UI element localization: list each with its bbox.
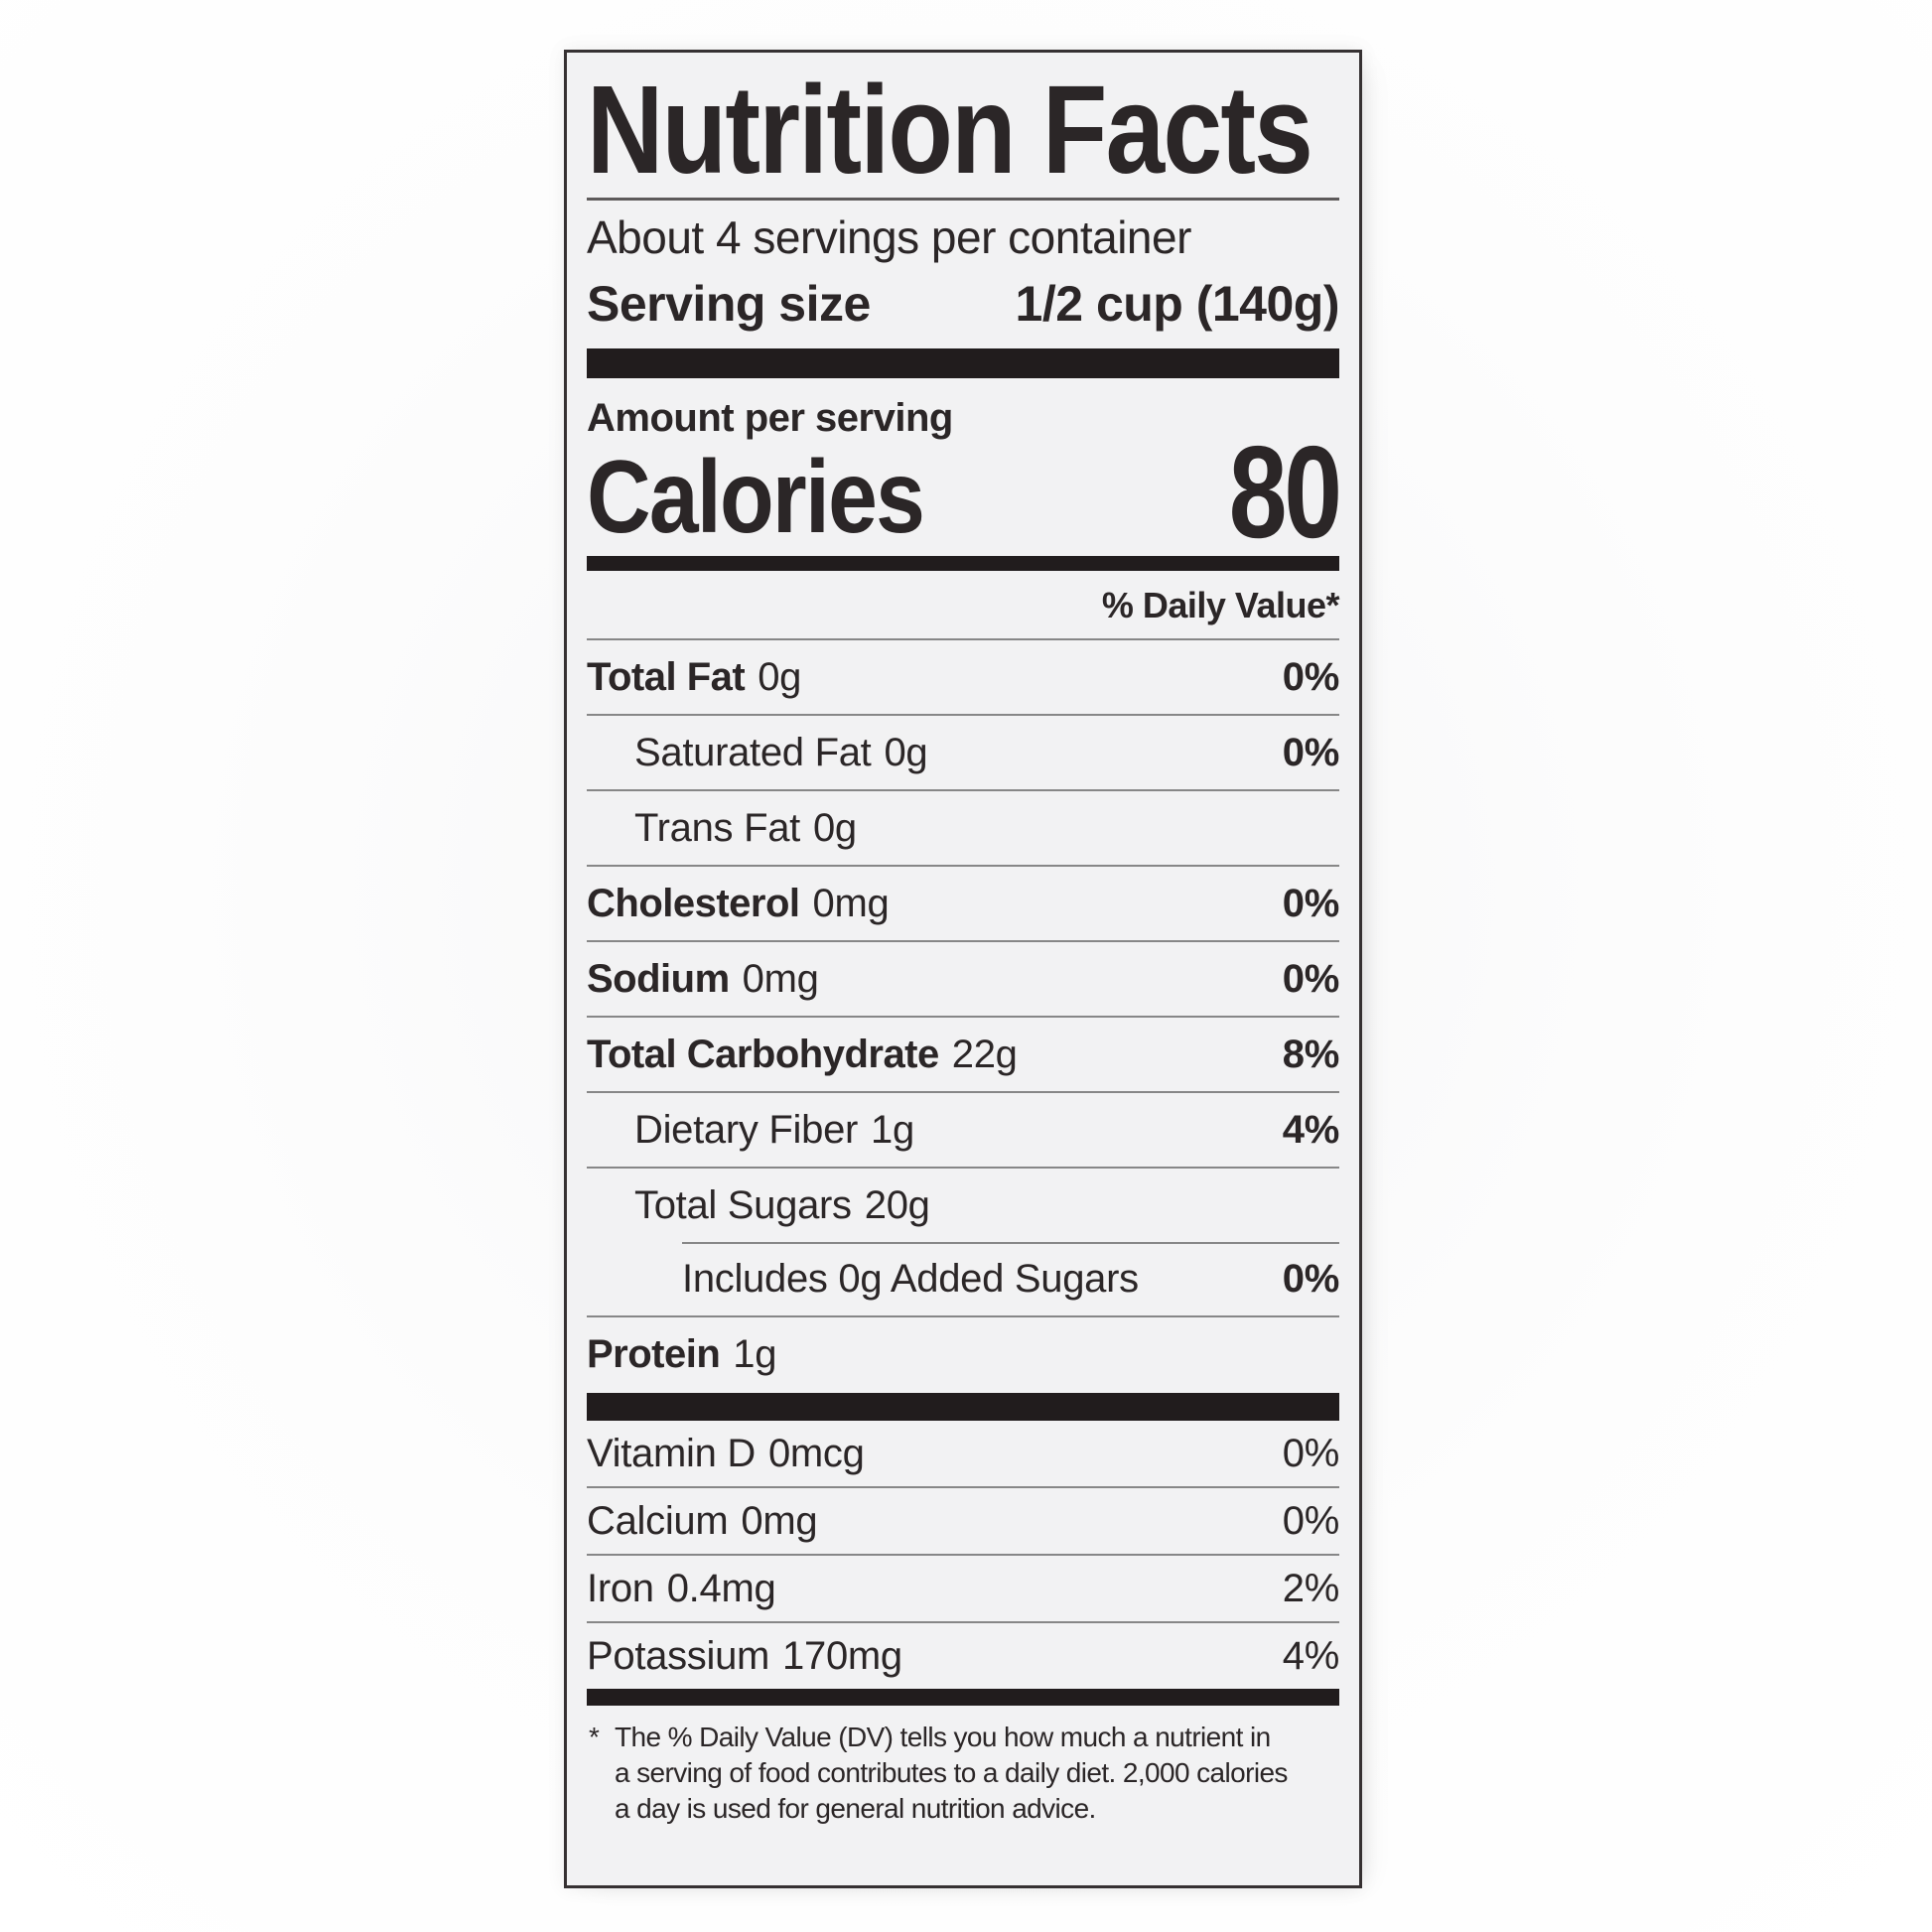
nutrient-amount: 0mg [742,957,819,1002]
nutrient-name-amount: Protein 1g [587,1331,777,1377]
micronutrient-row: Potassium 170mg 4% [587,1621,1339,1689]
daily-value-header: % Daily Value* [1101,585,1340,626]
micronutrient-amount: 0mg [741,1499,818,1544]
serving-size-value: 1/2 cup (140g) [1015,276,1340,333]
nutrient-row: Cholesterol 0mg 0% [587,865,1339,940]
servings-per-container: About 4 servings per container [587,211,1191,263]
nutrient-amount: 1g [871,1108,914,1153]
nutrient-daily-value: 0% [1282,731,1340,775]
nutrient-name-amount: Cholesterol 0mg [587,881,890,926]
section-bar-top [587,348,1339,379]
micronutrient-row: Iron 0.4mg 2% [587,1554,1339,1621]
nutrient-daily-value: 4% [1282,1108,1340,1153]
nutrient-row: Includes 0g Added Sugars 0% [587,1242,1339,1315]
nutrient-row: Total Sugars 20g [587,1167,1339,1242]
footnote-line: a day is used for general nutrition advi… [615,1792,1096,1824]
nutrient-amount: 0g [884,731,928,775]
label-title: Nutrition Facts [587,60,1339,201]
nutrient-name: Protein [587,1332,721,1377]
micronutrient-name: Vitamin D [587,1432,756,1476]
serving-size-row: Serving size 1/2 cup (140g) [587,275,1340,333]
nutrition-facts-label: Nutrition Facts About 4 servings per con… [564,50,1362,1888]
nutrient-amount: 0g [812,806,857,851]
nutrient-daily-value: 8% [1282,1033,1340,1077]
nutrient-amount: 22g [951,1033,1018,1077]
nutrient-row: Trans Fat 0g [587,789,1339,865]
nutrient-name-amount: Includes 0g Added Sugars [682,1256,1139,1302]
micronutrient-daily-value: 0% [1282,1432,1340,1476]
nutrient-row: Protein 1g [587,1315,1339,1391]
serving-size-label: Serving size [587,276,871,333]
nutrient-name-amount: Total Carbohydrate 22g [587,1032,1018,1077]
micronutrient-row: Calcium 0mg 0% [587,1486,1339,1554]
nutrient-name: Sodium [587,957,730,1002]
nutrient-daily-value: 0% [1282,957,1340,1002]
divider-under-title [587,198,1339,201]
nutrient-daily-value: 0% [1282,882,1340,926]
micronutrient-daily-value: 0% [1282,1499,1340,1544]
micronutrient-table: Vitamin D 0mcg 0% Calcium 0mg 0% Iron 0.4mg 2% Po… [587,1421,1339,1689]
nutrient-name-amount: Total Fat 0g [587,654,801,700]
nutrient-row: Sodium 0mg 0% [587,940,1339,1016]
nutrient-name-amount: Total Sugars 20g [634,1182,930,1228]
nutrient-name-amount: Saturated Fat 0g [634,730,928,775]
nutrient-name-amount: Sodium 0mg [587,956,819,1002]
nutrient-row: Saturated Fat 0g 0% [587,714,1339,789]
nutrient-daily-value: 0% [1282,1257,1340,1302]
footnote: * The % Daily Value (DV) tells you how m… [587,1706,1339,1826]
nutrient-row: Total Fat 0g 0% [587,638,1339,714]
section-bar-vitamins [587,1393,1339,1422]
micronutrient-row: Vitamin D 0mcg 0% [587,1421,1339,1486]
nutrient-name: Saturated Fat [634,731,872,775]
label-title-text: Nutrition Facts [587,60,1313,201]
calories-row: Calories 80 [587,426,1342,557]
nutrient-table: Total Fat 0g 0% Saturated Fat 0g 0% Trans Fat 0… [587,638,1339,1391]
micronutrient-name-amount: Vitamin D 0mcg [587,1431,865,1476]
micronutrient-name: Calcium [587,1499,729,1544]
nutrient-row: Total Carbohydrate 22g 8% [587,1016,1339,1091]
micronutrient-daily-value: 4% [1282,1634,1340,1679]
micronutrient-name-amount: Calcium 0mg [587,1498,818,1544]
nutrient-name: Includes 0g Added Sugars [682,1257,1139,1302]
section-bar-calories [587,556,1339,572]
micronutrient-amount: 170mg [782,1634,902,1679]
calories-label: Calories [587,439,925,555]
footnote-line: a serving of food contributes to a daily… [615,1757,1288,1789]
micronutrient-name: Potassium [587,1634,770,1679]
footnote-text: The % Daily Value (DV) tells you how muc… [615,1720,1339,1826]
nutrient-amount: 20g [864,1183,930,1228]
nutrient-amount: 0mg [812,882,890,926]
micronutrient-name: Iron [587,1567,654,1611]
calories-value: 80 [1228,419,1342,566]
footnote-line: The % Daily Value (DV) tells you how muc… [615,1722,1271,1753]
nutrient-amount: 0g [758,655,802,700]
nutrient-name: Trans Fat [634,806,800,851]
nutrient-row: Dietary Fiber 1g 4% [587,1091,1339,1167]
nutrient-amount: 1g [733,1332,777,1377]
nutrient-daily-value: 0% [1282,655,1340,700]
micronutrient-name-amount: Potassium 170mg [587,1633,902,1679]
nutrient-name: Total Carbohydrate [587,1033,939,1077]
nutrient-name-amount: Trans Fat 0g [634,805,857,851]
nutrient-name-amount: Dietary Fiber 1g [634,1107,914,1153]
nutrient-name: Total Sugars [634,1183,852,1228]
micronutrient-amount: 0.4mg [666,1567,776,1611]
nutrient-name: Dietary Fiber [634,1108,859,1153]
micronutrient-name-amount: Iron 0.4mg [587,1566,776,1611]
micronutrient-amount: 0mcg [767,1432,865,1476]
nutrient-name: Total Fat [587,655,746,700]
amount-per-serving-label: Amount per serving [587,396,953,441]
section-bar-end [587,1689,1339,1707]
nutrient-name: Cholesterol [587,882,800,926]
footnote-asterisk: * [589,1722,600,1753]
micronutrient-daily-value: 2% [1282,1567,1340,1611]
